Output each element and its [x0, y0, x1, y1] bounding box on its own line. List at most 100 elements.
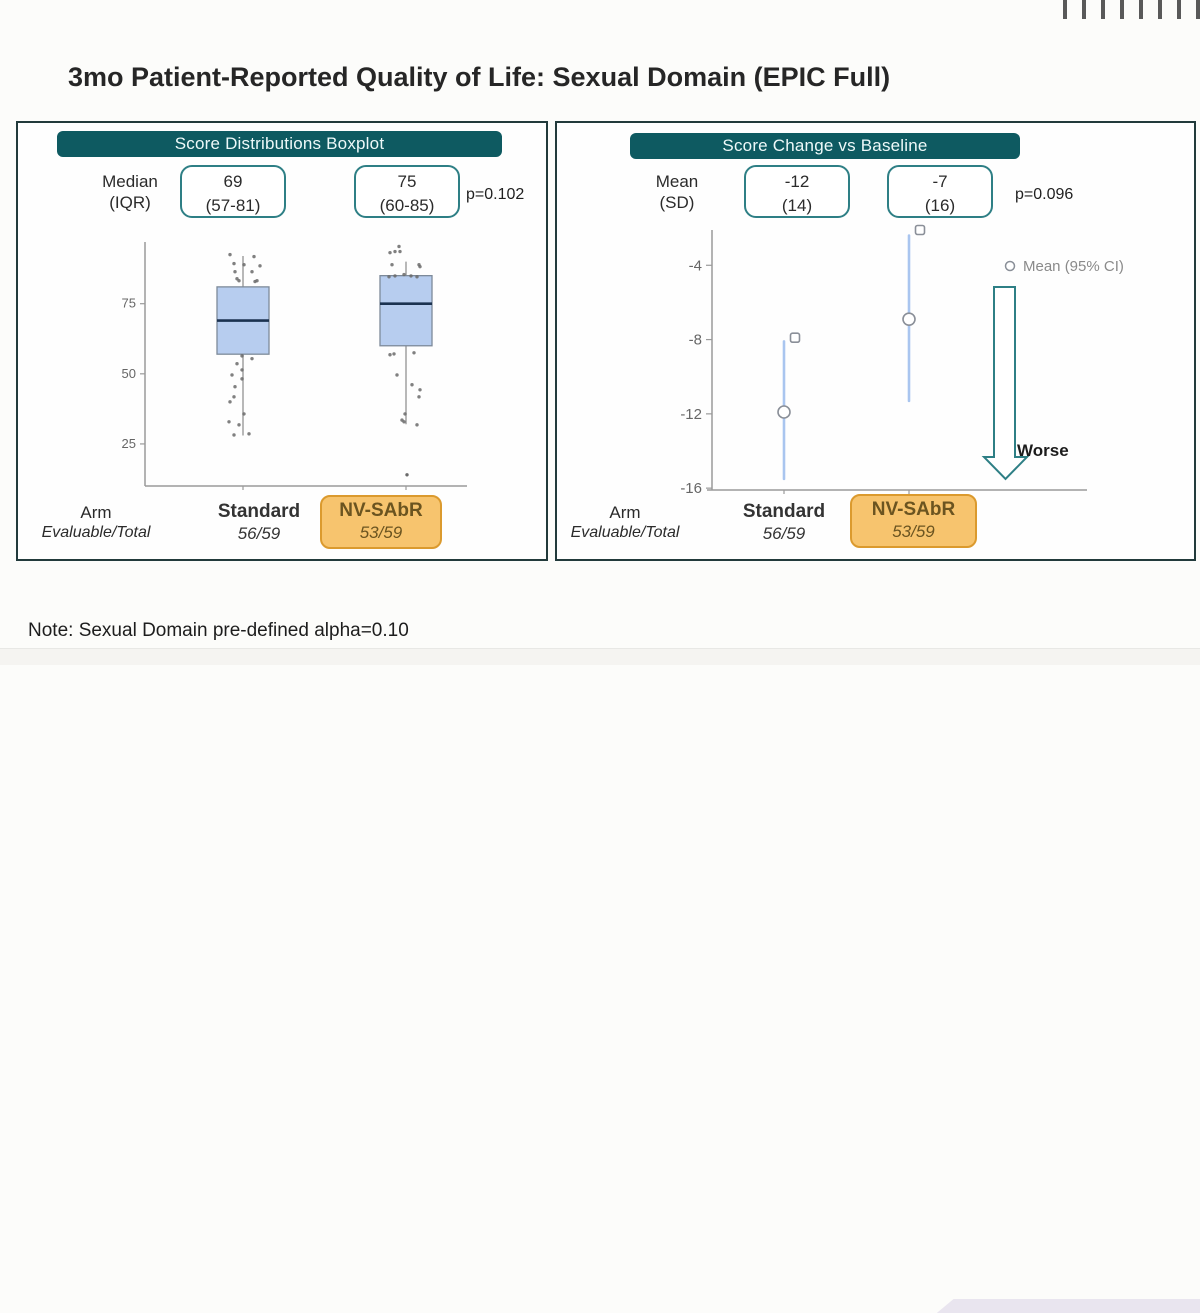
jitter-dot [410, 383, 414, 387]
jitter-dot [418, 264, 422, 269]
jitter-dot [415, 423, 419, 427]
stat-box-standard-median: 69 (57-81) [180, 165, 286, 218]
stat-box-nvsabr-mean: -7 (16) [887, 165, 993, 218]
jitter-dot [237, 423, 241, 427]
y-tick-label: -8 [689, 332, 702, 349]
y-tick-label: -4 [689, 257, 702, 274]
mean-sd-label: Mean (SD) [637, 171, 717, 213]
mean-marker [777, 405, 791, 419]
evaluable-total-label: Evaluable/Total [570, 524, 680, 541]
jitter-dot [415, 275, 419, 279]
square-marker [914, 224, 926, 236]
jitter-dot [387, 275, 391, 279]
arm-standard-name: Standard [742, 501, 826, 522]
standard-iqr-value: (57-81) [205, 196, 261, 215]
jitter-dot [395, 373, 399, 377]
legend-mean-icon [1004, 260, 1016, 272]
jitter-dot [393, 274, 397, 278]
jitter-dot [240, 377, 244, 381]
jitter-dot [247, 432, 251, 436]
jitter-dot [233, 270, 237, 274]
jitter-dot [409, 274, 413, 278]
lavender-decoration [920, 1299, 1200, 1313]
jitter-dot [240, 368, 244, 372]
standard-sd-value: (14) [781, 196, 813, 215]
jitter-points [387, 244, 422, 427]
jitter-dot [255, 279, 259, 283]
jitter-dot [230, 373, 234, 377]
jitter-dot [390, 263, 394, 267]
ci-nv-sabr [902, 224, 926, 494]
ci-chart: -4 -8 -12 -16 Mean (95% CI) Worse [680, 224, 1124, 497]
worse-label: Worse [1017, 441, 1069, 460]
jitter-dot [252, 254, 256, 259]
arm-nvsabr-name: NV-SAbR [871, 499, 956, 520]
arm-nvsabr-name: NV-SAbR [339, 500, 423, 521]
jitter-dot [418, 388, 422, 392]
jitter-dot [258, 264, 262, 268]
arm-standard-name: Standard [217, 501, 301, 522]
jitter-dot [232, 433, 236, 437]
footnote: Note: Sexual Domain pre-defined alpha=0.… [28, 620, 409, 641]
y-tick-label: -16 [680, 480, 702, 497]
iqr-box [379, 275, 433, 347]
jitter-dot [250, 356, 254, 361]
jitter-points [227, 252, 262, 437]
mean-marker [902, 312, 916, 326]
score-change-p-value: p=0.096 [1015, 186, 1074, 203]
arm-nvsabr-evaluable: 53/59 [359, 523, 403, 542]
jitter-dot [228, 252, 232, 257]
jitter-dot [417, 395, 421, 399]
boxplot-panel-header: Score Distributions Boxplot [57, 131, 502, 157]
standard-median-value: 69 [223, 172, 243, 191]
jitter-dot [393, 249, 397, 254]
bottom-strip [0, 648, 1200, 1313]
panel-boxplot: Score Distributions Boxplot Median (IQR)… [16, 121, 548, 561]
nvsabr-median-value: 75 [397, 172, 417, 191]
arm-standard-evaluable: 56/59 [237, 524, 281, 543]
arm-nvsabr-highlight: NV-SAbR 53/59 [320, 495, 442, 549]
jitter-dot [237, 279, 241, 283]
arm-row-header: Arm Evaluable/Total [557, 503, 693, 543]
jitter-dot [240, 354, 244, 358]
arm-standard: Standard 56/59 [204, 501, 314, 544]
y-tick-label: 25 [122, 436, 136, 451]
logo-tick-marks-icon [1063, 0, 1200, 19]
page-title: 3mo Patient-Reported Quality of Life: Se… [68, 62, 891, 92]
arm-standard-evaluable: 56/59 [762, 524, 806, 543]
jitter-dot [392, 352, 396, 356]
arm-label: Arm [80, 503, 112, 522]
arm-nvsabr-highlight: NV-SAbR 53/59 [850, 494, 977, 548]
nvsabr-sd-value: (16) [924, 196, 956, 215]
jitter-dot [388, 250, 392, 255]
jitter-dot [232, 395, 236, 399]
panel-score-change: Score Change vs Baseline Mean (SD) -12 (… [555, 121, 1196, 561]
arm-label: Arm [609, 503, 641, 522]
arm-row-header: Arm Evaluable/Total [26, 503, 166, 543]
worse-arrow-icon: Worse [981, 286, 1069, 481]
jitter-dot [242, 412, 246, 416]
jitter-dot [250, 270, 254, 274]
jitter-dot [242, 263, 246, 267]
outlier-dot [405, 473, 409, 477]
stat-box-standard-mean: -12 (14) [744, 165, 850, 218]
y-tick-label: 75 [122, 296, 136, 311]
legend-label: Mean (95% CI) [1023, 258, 1124, 275]
nvsabr-iqr-value: (60-85) [379, 196, 435, 215]
box-standard [216, 252, 270, 490]
jitter-dot [227, 420, 231, 424]
boxplot-chart: 25 50 75 [122, 242, 467, 490]
jitter-dot [233, 385, 237, 389]
square-marker [789, 332, 801, 344]
arm-nvsabr-evaluable: 53/59 [892, 522, 935, 541]
mean-label: Mean [655, 172, 699, 191]
y-tick-label: -12 [680, 406, 702, 423]
y-tick-label: 50 [122, 366, 136, 381]
stat-box-nvsabr-median: 75 (60-85) [354, 165, 460, 218]
jitter-dot [403, 412, 407, 416]
jitter-dot [397, 244, 401, 249]
nvsabr-mean-value: -7 [932, 172, 948, 191]
boxplot-p-value: p=0.102 [466, 186, 525, 203]
score-change-panel-header: Score Change vs Baseline [630, 133, 1020, 159]
